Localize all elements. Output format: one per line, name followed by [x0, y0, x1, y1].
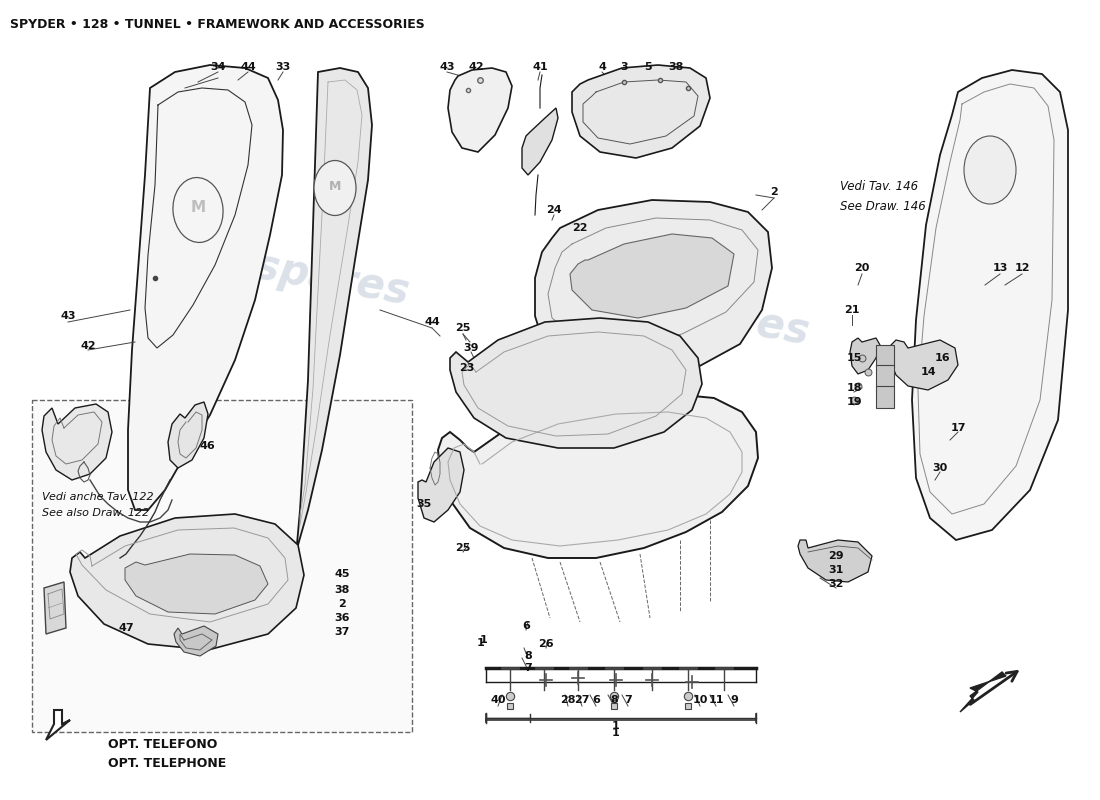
Text: 17: 17	[950, 423, 966, 433]
Polygon shape	[295, 68, 372, 565]
Text: 41: 41	[532, 62, 548, 72]
Text: 42: 42	[469, 62, 484, 72]
Text: 11: 11	[708, 695, 724, 705]
Text: 8: 8	[524, 651, 532, 661]
Polygon shape	[572, 65, 710, 158]
Text: 43: 43	[439, 62, 454, 72]
Polygon shape	[570, 234, 734, 318]
Polygon shape	[960, 672, 1006, 712]
Text: 47: 47	[118, 623, 134, 633]
Text: 42: 42	[80, 341, 96, 351]
Text: 1: 1	[612, 721, 620, 731]
Polygon shape	[70, 514, 304, 650]
Text: OPT. TELEFONO
OPT. TELEPHONE: OPT. TELEFONO OPT. TELEPHONE	[108, 738, 227, 770]
Polygon shape	[125, 554, 268, 614]
Text: 21: 21	[845, 305, 860, 315]
Bar	[876, 345, 894, 367]
Text: 6: 6	[592, 695, 600, 705]
Text: 23: 23	[460, 363, 475, 373]
Text: 22: 22	[572, 223, 587, 233]
Polygon shape	[535, 200, 772, 378]
Polygon shape	[418, 448, 464, 522]
Text: 8: 8	[610, 695, 618, 705]
Text: 3: 3	[620, 62, 628, 72]
Text: 19: 19	[846, 397, 861, 407]
Bar	[32, 400, 412, 732]
Text: 14: 14	[921, 367, 936, 377]
Text: 1: 1	[476, 638, 484, 648]
Polygon shape	[522, 108, 558, 175]
Text: 43: 43	[60, 311, 76, 321]
Polygon shape	[912, 70, 1068, 540]
Polygon shape	[174, 626, 218, 656]
Polygon shape	[798, 540, 872, 582]
Text: 30: 30	[933, 463, 947, 473]
Text: SPYDER • 128 • TUNNEL • FRAMEWORK AND ACCESSORIES: SPYDER • 128 • TUNNEL • FRAMEWORK AND AC…	[10, 18, 425, 31]
Text: Vedi anche Tav. 122
See also Draw. 122: Vedi anche Tav. 122 See also Draw. 122	[42, 492, 154, 518]
Text: 35: 35	[417, 499, 431, 509]
Text: Vedi Tav. 146
See Draw. 146: Vedi Tav. 146 See Draw. 146	[840, 180, 926, 213]
Text: 28: 28	[560, 695, 575, 705]
Text: eurospares: eurospares	[547, 266, 813, 354]
Text: eurospares: eurospares	[146, 226, 414, 314]
Text: 32: 32	[828, 579, 844, 589]
Text: 12: 12	[1014, 263, 1030, 273]
Text: 33: 33	[275, 62, 290, 72]
Text: 2: 2	[770, 187, 778, 197]
Text: M: M	[329, 179, 341, 193]
Polygon shape	[890, 340, 958, 390]
Ellipse shape	[964, 136, 1016, 204]
Polygon shape	[44, 582, 66, 634]
Text: 20: 20	[855, 263, 870, 273]
Text: 39: 39	[463, 343, 478, 353]
Text: M: M	[190, 201, 206, 215]
Text: 7: 7	[524, 663, 532, 673]
Text: 15: 15	[846, 353, 861, 363]
Text: 13: 13	[992, 263, 1008, 273]
Text: 5: 5	[645, 62, 652, 72]
Polygon shape	[42, 404, 112, 480]
Text: 24: 24	[547, 205, 562, 215]
Text: 31: 31	[828, 565, 844, 575]
Text: 9: 9	[730, 695, 738, 705]
Text: 45: 45	[334, 569, 350, 579]
Text: 27: 27	[574, 695, 590, 705]
Polygon shape	[850, 338, 880, 374]
Polygon shape	[448, 68, 512, 152]
Text: 1: 1	[612, 728, 620, 738]
Text: 1: 1	[480, 635, 488, 645]
Text: 7: 7	[624, 695, 631, 705]
Polygon shape	[168, 402, 208, 468]
Text: 16: 16	[934, 353, 949, 363]
Text: 44: 44	[425, 317, 440, 327]
Text: 6: 6	[522, 621, 530, 631]
Text: 40: 40	[491, 695, 506, 705]
Polygon shape	[46, 710, 70, 740]
Text: 4: 4	[598, 62, 606, 72]
Text: 25: 25	[455, 543, 471, 553]
Text: 38: 38	[669, 62, 684, 72]
Text: 18: 18	[846, 383, 861, 393]
Polygon shape	[128, 65, 283, 510]
Text: 29: 29	[828, 551, 844, 561]
Text: 44: 44	[240, 62, 256, 72]
Text: 36: 36	[334, 613, 350, 623]
Polygon shape	[450, 318, 702, 448]
Text: 46: 46	[199, 441, 214, 451]
Text: 10: 10	[692, 695, 707, 705]
Bar	[876, 386, 894, 408]
Text: 2: 2	[338, 599, 345, 609]
Text: 25: 25	[455, 323, 471, 333]
Text: 38: 38	[334, 585, 350, 595]
Ellipse shape	[314, 161, 356, 215]
Polygon shape	[438, 394, 758, 558]
Bar	[876, 365, 894, 387]
Text: 34: 34	[210, 62, 225, 72]
Text: 26: 26	[538, 639, 553, 649]
Text: 37: 37	[334, 627, 350, 637]
